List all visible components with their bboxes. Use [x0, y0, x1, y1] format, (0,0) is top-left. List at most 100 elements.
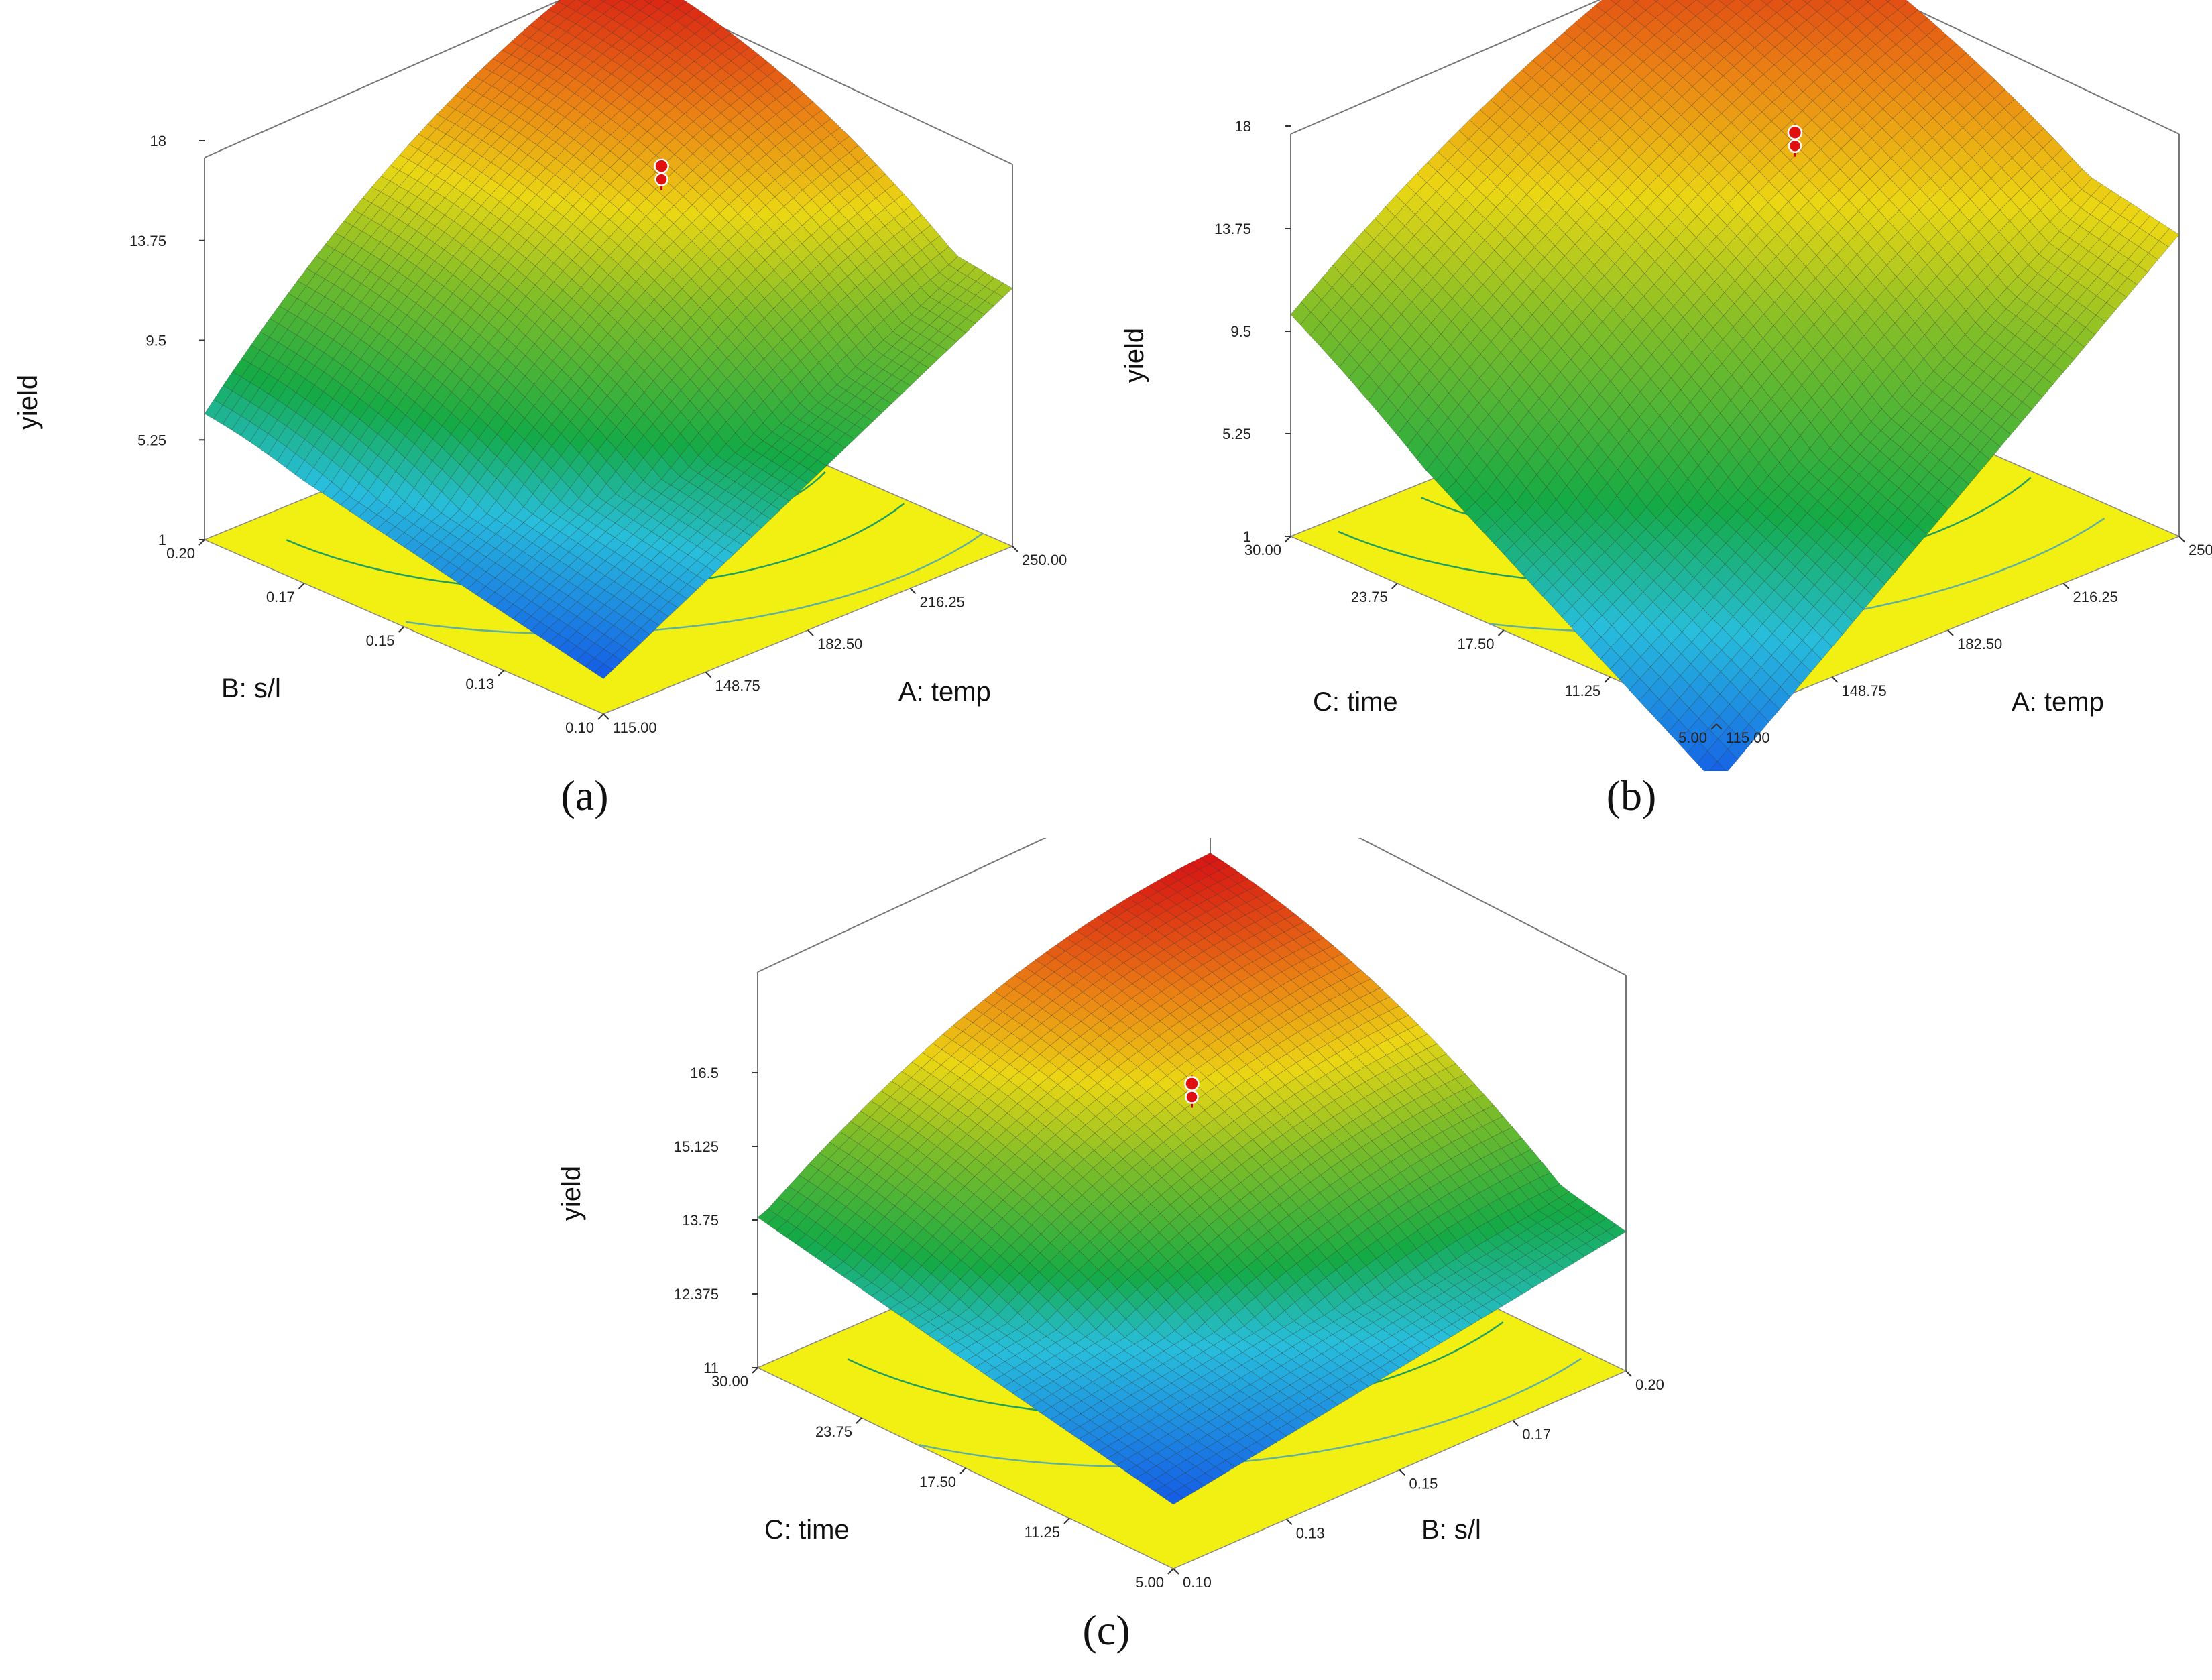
- surface-cell: [1409, 359, 1430, 384]
- surface-cell: [947, 326, 967, 342]
- surface-cell: [543, 340, 563, 362]
- surface-cell: [1669, 414, 1690, 441]
- surface-cell: [1934, 310, 1956, 335]
- surface-cell: [1826, 254, 1847, 278]
- surface-cell: [434, 249, 454, 269]
- surface-cell: [524, 363, 544, 385]
- surface-cell: [460, 387, 479, 409]
- surface-cell: [614, 557, 634, 573]
- x-tick-label: 115.00: [613, 719, 657, 736]
- surface-cell: [1865, 0, 1871, 3]
- surface-cell: [1930, 439, 1951, 461]
- surface-cell: [360, 308, 380, 328]
- surface-cell: [1812, 615, 1834, 638]
- surface-cell: [798, 469, 818, 484]
- surface-cell: [2032, 377, 2054, 398]
- surface-cell: [1448, 379, 1470, 405]
- surface-cell: [595, 546, 616, 562]
- surface-cell: [2074, 327, 2096, 348]
- surface-cell: [223, 371, 242, 392]
- surface-cell: [616, 414, 635, 438]
- surface-cell: [1933, 358, 1955, 381]
- surface-cell: [1603, 37, 1625, 56]
- surface-cell: [1728, 713, 1749, 737]
- surface-cell: [1788, 190, 1809, 213]
- surface-cell: [624, 491, 644, 506]
- surface-cell: [1916, 513, 1938, 535]
- surface-cell: [1894, 334, 1915, 359]
- surface-cell: [268, 440, 287, 462]
- surface-cell: [1928, 209, 1950, 233]
- x-tick-label: 250.00: [1022, 552, 1067, 568]
- surface-cell: [488, 310, 508, 332]
- surface-cell: [1440, 344, 1461, 369]
- surface-cell: [1996, 287, 2018, 310]
- surface-cell: [642, 516, 662, 532]
- surface-cell: [1822, 347, 1844, 373]
- surface-cell: [975, 300, 994, 316]
- surface-cell: [1894, 70, 1915, 91]
- surface-cell: [1707, 738, 1729, 762]
- surface-cell: [734, 472, 754, 488]
- surface-cell: [599, 274, 618, 294]
- surface-cell: [605, 508, 625, 524]
- surface-cell: [1362, 261, 1383, 284]
- surface-cell: [1851, 128, 1872, 149]
- surface-cell: [662, 318, 682, 339]
- surface-cell: [633, 480, 653, 497]
- surface-cell: [736, 357, 755, 380]
- surface-cell: [1853, 587, 1875, 610]
- surface-cell: [1802, 0, 1812, 4]
- surface-cell: [1847, 494, 1869, 516]
- surface-cell: [1935, 52, 1957, 72]
- surface-cell: [1415, 182, 1437, 204]
- surface-cell: [1890, 147, 1912, 169]
- surface-cell: [1822, 81, 1844, 101]
- surface-cell: [1918, 471, 1940, 493]
- surface-cell: [1712, 75, 1733, 95]
- surface-cell: [605, 537, 625, 553]
- surface-cell: [451, 379, 471, 401]
- surface-cell: [600, 0, 606, 2]
- surface-cell: [770, 495, 790, 511]
- surface-cell: [1571, 615, 1592, 639]
- surface-cell: [497, 400, 516, 422]
- surface-cell: [641, 546, 661, 562]
- surface-cell: [1822, 624, 1843, 648]
- surface-cell: [756, 137, 776, 155]
- surface-cell: [1397, 421, 1418, 447]
- surface-cell: [396, 414, 415, 437]
- surface-cell: [1561, 605, 1582, 628]
- surface-cell: [1410, 312, 1432, 337]
- surface-cell: [2148, 240, 2169, 260]
- surface-cell: [684, 90, 703, 107]
- surface-cell: [599, 255, 619, 276]
- surface-cell: [2040, 178, 2062, 200]
- surface-cell: [645, 224, 665, 243]
- surface-cell: [433, 363, 453, 385]
- surface-cell: [1938, 488, 1959, 510]
- surface-cell: [1890, 426, 1912, 448]
- surface-cell: [666, 21, 687, 35]
- surface-cell: [315, 278, 335, 298]
- surface-cell: [1361, 283, 1383, 306]
- surface-cell: [966, 309, 985, 324]
- surface-cell: [258, 433, 278, 455]
- z-tick-label: 9.5: [1230, 323, 1251, 340]
- surface-cell: [451, 442, 470, 465]
- surface-cell: [587, 525, 606, 541]
- surface-cell: [573, 162, 593, 180]
- surface-cell: [416, 219, 436, 238]
- surface-cell: [1666, 492, 1688, 518]
- surface-cell: [660, 514, 680, 530]
- x-tick-label: 148.75: [715, 678, 760, 695]
- surface-cell: [526, 247, 545, 267]
- surface-cell: [1364, 218, 1385, 240]
- y-tick-label: 5.00: [1678, 729, 1707, 746]
- surface-cell: [1875, 541, 1897, 564]
- surface-cell: [1653, 0, 1659, 2]
- surface-cell: [1786, 0, 1808, 13]
- surface-cell: [1814, 288, 1836, 313]
- surface-cell: [670, 476, 690, 491]
- surface-cell: [1716, 748, 1738, 771]
